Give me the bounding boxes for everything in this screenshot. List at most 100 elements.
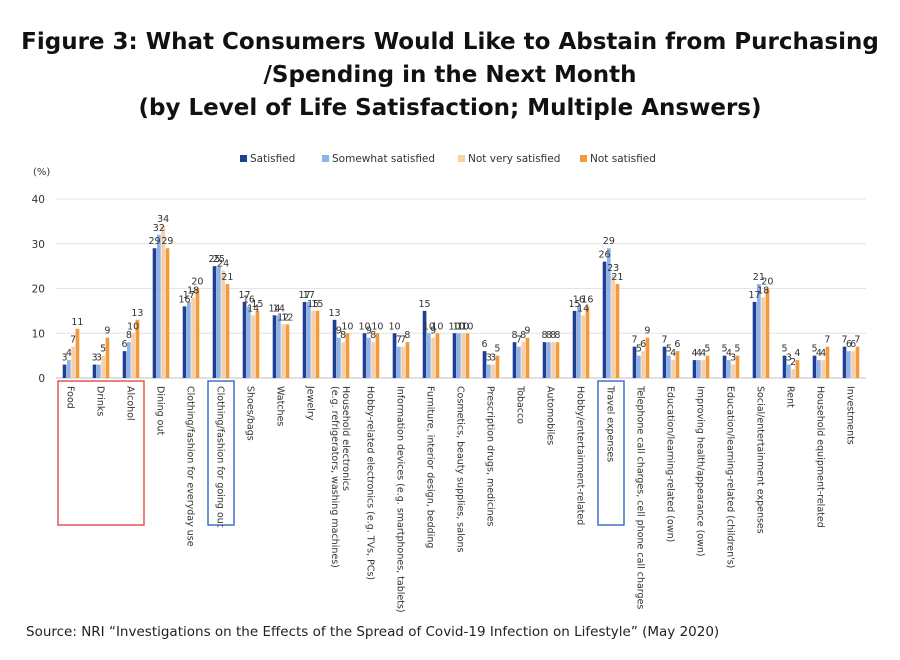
- bar-21-1: [697, 360, 701, 378]
- bar-11-0: [392, 333, 397, 378]
- data-label-16-2: 8: [550, 330, 556, 341]
- bar-21-0: [692, 360, 697, 378]
- category-label-8: Jewelry: [305, 385, 316, 421]
- bar-12-2: [431, 337, 435, 378]
- data-label-16-3: 8: [554, 330, 560, 341]
- category-label-line: Hobby/entertainment-related: [575, 386, 586, 525]
- data-label-9-2: 8: [340, 330, 346, 341]
- data-label-6-2: 14: [247, 303, 259, 314]
- bar-2-0: [122, 351, 127, 378]
- category-label-14: Prescription drugs, medicines: [485, 386, 496, 527]
- legend: Satisfied Somewhat satisfied Not very sati…: [240, 153, 656, 165]
- bar-22-0: [722, 355, 727, 378]
- y-tick-label-20: 20: [32, 284, 45, 296]
- bar-12-0: [422, 310, 427, 378]
- category-label-line: Social/entertainment expenses: [755, 386, 766, 534]
- category-label-line: Telephone call charges, cell phone call …: [635, 385, 646, 609]
- bar-18-3: [615, 284, 620, 378]
- data-label-22-3: 5: [734, 344, 740, 355]
- bar-13-2: [461, 333, 465, 378]
- title-line-1: Figure 3: What Consumers Would Like to A…: [21, 29, 879, 55]
- data-label-1-2: 5: [100, 344, 106, 355]
- bar-15-3: [525, 337, 530, 378]
- bar-15-2: [521, 342, 525, 378]
- legend-label-0: Satisfied: [250, 153, 295, 165]
- data-label-10-2: 8: [370, 330, 376, 341]
- y-axis-unit-label: (%): [33, 167, 50, 178]
- data-label-6-0: 17: [239, 290, 251, 301]
- category-label-line: Household equipment-related: [815, 386, 826, 528]
- category-label-22: Education/learning-related (children's): [725, 386, 736, 568]
- highlight-box-1: [207, 380, 235, 526]
- bar-10-1: [367, 337, 371, 378]
- data-label-9-3: 10: [341, 321, 353, 332]
- category-label-16: Automobiles: [545, 386, 556, 445]
- data-label-7-1: 14: [273, 303, 285, 314]
- highlight-box-2: [597, 380, 625, 526]
- data-label-15-0: 8: [512, 330, 518, 341]
- bar-4-2: [191, 297, 195, 378]
- bar-23-2: [761, 297, 765, 378]
- bar-2-3: [135, 319, 140, 378]
- data-label-21-3: 5: [704, 344, 710, 355]
- data-label-18-2: 23: [607, 263, 619, 274]
- bar-12-3: [435, 333, 440, 378]
- bar-22-3: [735, 355, 740, 378]
- bar-18-0: [602, 261, 607, 378]
- data-label-0-2: 7: [70, 335, 76, 346]
- bar-22-1: [727, 360, 731, 378]
- bar-1-2: [101, 355, 105, 378]
- bar-19-3: [645, 337, 650, 378]
- bar-15-0: [512, 342, 517, 378]
- data-label-22-0: 5: [722, 344, 728, 355]
- data-label-11-3: 8: [404, 330, 410, 341]
- bar-16-2: [551, 342, 555, 378]
- bar-14-2: [491, 364, 495, 378]
- data-label-1-0: 3: [92, 353, 98, 364]
- bar-14-3: [495, 355, 500, 378]
- data-label-11-1: 7: [396, 335, 402, 346]
- title-line-2: /Spending in the Next Month: [263, 62, 637, 88]
- bar-20-2: [671, 360, 675, 378]
- category-label-20: Education/learning-related (own): [665, 386, 676, 542]
- bar-13-1: [457, 333, 461, 378]
- category-label-line: Jewelry: [305, 385, 316, 421]
- bar-11-3: [405, 342, 410, 378]
- y-tick-label-10: 10: [32, 328, 45, 340]
- category-label-line: (e.g. refrigerators, washing machines): [329, 386, 340, 568]
- data-label-2-1: 8: [126, 330, 132, 341]
- data-label-14-3: 5: [494, 344, 500, 355]
- category-label-line: Travel expenses: [605, 385, 616, 462]
- data-label-7-2: 12: [277, 312, 289, 323]
- category-label-6: Shoes/bags: [245, 386, 256, 441]
- data-label-25-2: 4: [820, 348, 826, 359]
- data-label-1-1: 3: [96, 353, 102, 364]
- data-label-0-3: 11: [71, 317, 83, 328]
- data-label-16-1: 8: [546, 330, 552, 341]
- data-label-9-0: 13: [329, 308, 341, 319]
- data-label-17-0: 15: [569, 299, 581, 310]
- bar-23-0: [752, 301, 757, 378]
- bar-1-3: [105, 337, 110, 378]
- bar-26-0: [842, 346, 847, 378]
- bar-22-2: [731, 364, 735, 378]
- category-label-17: Hobby/entertainment-related: [575, 386, 586, 525]
- bar-13-0: [452, 333, 457, 378]
- bar-5-1: [217, 266, 221, 378]
- data-label-24-0: 5: [782, 344, 788, 355]
- data-label-2-0: 6: [122, 339, 128, 350]
- data-label-19-3: 9: [644, 326, 650, 337]
- bar-23-1: [757, 284, 761, 378]
- bar-8-1: [307, 301, 311, 378]
- data-label-15-3: 9: [524, 326, 530, 337]
- data-label-4-2: 18: [187, 285, 199, 296]
- data-label-15-1: 7: [516, 335, 522, 346]
- y-tick-label-30: 30: [32, 239, 45, 251]
- bar-4-1: [187, 301, 191, 378]
- data-label-12-1: 10: [423, 321, 435, 332]
- data-label-12-2: 9: [430, 326, 436, 337]
- data-label-19-1: 5: [636, 344, 642, 355]
- category-label-line: Prescription drugs, medicines: [485, 386, 496, 527]
- bar-24-3: [795, 360, 800, 378]
- category-label-11: Information devices (e.g. smartphones, t…: [395, 386, 406, 613]
